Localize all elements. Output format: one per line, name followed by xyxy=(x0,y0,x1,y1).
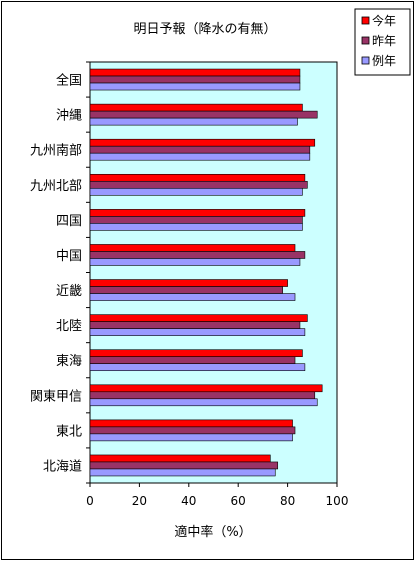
bar-2-9 xyxy=(89,356,296,365)
bar-1-11 xyxy=(89,419,293,428)
bar-3-11 xyxy=(89,433,293,442)
plot-area xyxy=(89,61,338,484)
legend-swatch-2 xyxy=(361,36,370,45)
bar-1-10 xyxy=(89,384,323,393)
bar-3-9 xyxy=(89,363,306,372)
bar-2-4 xyxy=(89,180,308,189)
bar-1-7 xyxy=(89,279,288,287)
bar-2-5 xyxy=(89,216,303,224)
bar-1-12 xyxy=(89,454,271,463)
bar-3-3 xyxy=(89,152,311,161)
bar-1-3 xyxy=(89,138,316,147)
bar-3-8 xyxy=(89,328,306,336)
x-tick-label: 0 xyxy=(86,494,94,508)
y-tick-label: 沖縄 xyxy=(56,109,82,124)
bar-2-1 xyxy=(89,75,301,84)
bar-2-6 xyxy=(89,251,306,259)
y-tick-label: 東海 xyxy=(56,353,82,369)
bar-2-8 xyxy=(89,321,301,329)
bar-2-2 xyxy=(89,110,318,119)
bar-2-7 xyxy=(89,286,283,294)
x-tick-label: 20 xyxy=(132,494,147,508)
bar-2-12 xyxy=(89,461,279,470)
legend-swatch-1 xyxy=(361,16,370,25)
y-tick-label: 九州南部 xyxy=(30,143,82,159)
bar-1-5 xyxy=(89,209,306,217)
y-tick-label: 近畿 xyxy=(56,284,82,299)
bar-1-4 xyxy=(89,173,306,182)
y-tick-label: 東北 xyxy=(56,423,82,439)
x-tick-label: 80 xyxy=(280,494,295,508)
bar-1-8 xyxy=(89,314,308,322)
bar-3-10 xyxy=(89,398,318,407)
y-tick-label: 九州北部 xyxy=(30,179,82,194)
bar-3-7 xyxy=(89,293,296,301)
bar-2-11 xyxy=(89,426,296,435)
y-tick-label: 四国 xyxy=(56,214,82,229)
bar-1-9 xyxy=(89,349,303,358)
bar-3-2 xyxy=(89,117,298,126)
legend-label-3: 例年 xyxy=(372,54,396,68)
x-tick-label: 60 xyxy=(231,494,246,508)
bar-3-5 xyxy=(89,223,303,231)
bars xyxy=(89,68,323,477)
bar-3-4 xyxy=(89,187,303,196)
bar-3-6 xyxy=(89,258,301,266)
bar-2-3 xyxy=(89,145,311,154)
legend-label-2: 昨年 xyxy=(372,34,396,48)
y-tick-label: 中国 xyxy=(56,249,82,264)
y-tick-label: 北陸 xyxy=(56,318,82,334)
bar-1-2 xyxy=(89,103,303,112)
x-tick-label: 100 xyxy=(326,494,349,508)
bar-1-6 xyxy=(89,244,296,252)
bar-3-12 xyxy=(89,468,276,477)
chart-title: 明日予報（降水の有無） xyxy=(133,22,276,37)
bar-3-1 xyxy=(89,82,301,91)
bar-1-1 xyxy=(89,68,301,77)
bar-2-10 xyxy=(89,391,316,400)
y-tick-label: 北海道 xyxy=(43,459,82,474)
x-axis-label: 適中率（%） xyxy=(174,524,251,540)
y-tick-label: 全国 xyxy=(56,73,82,89)
legend-label-1: 今年 xyxy=(372,13,396,28)
y-tick-label: 関東甲信 xyxy=(30,388,82,404)
legend-swatch-3 xyxy=(361,56,370,65)
x-tick-label: 40 xyxy=(181,494,196,508)
